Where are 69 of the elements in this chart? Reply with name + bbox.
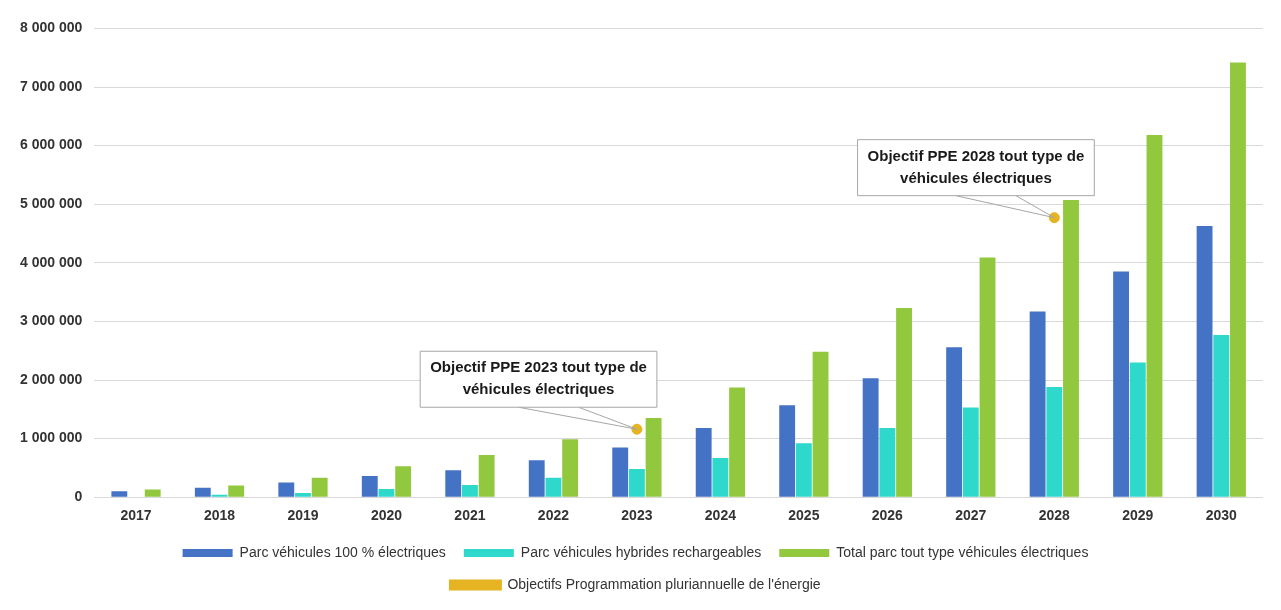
bar	[228, 485, 245, 497]
bar	[1046, 387, 1063, 497]
x-tick-label: 2023	[621, 507, 653, 524]
bar	[1196, 225, 1213, 497]
bar	[395, 466, 412, 497]
bar	[979, 257, 996, 497]
bar	[1230, 62, 1246, 497]
x-tick-label: 2024	[704, 507, 737, 524]
bar	[695, 428, 712, 497]
y-tick-label: 8 000 000	[19, 19, 83, 36]
bar	[361, 476, 378, 497]
legend-label: Parc véhicules 100 % électriques	[239, 543, 446, 560]
bar	[311, 477, 328, 497]
x-tick-label: 2029	[1122, 507, 1154, 524]
x-tick-label: 2020	[370, 507, 403, 524]
y-tick-label: 1 000 000	[19, 429, 83, 446]
bar	[1029, 311, 1046, 497]
bar	[528, 460, 545, 497]
bar	[812, 351, 829, 497]
x-tick-label: 2028	[1038, 507, 1071, 524]
bar	[628, 469, 645, 497]
bar	[645, 418, 662, 497]
bar	[278, 482, 295, 497]
x-tick-label: 2018	[203, 507, 236, 524]
annotation: Objectif PPE 2028 tout type de véhicules électriques	[867, 146, 1085, 186]
bar	[478, 455, 495, 497]
bar	[612, 447, 629, 497]
x-tick-label: 2030	[1205, 507, 1238, 524]
x-tick-label: 2027	[955, 507, 987, 524]
bar	[896, 307, 912, 497]
bar	[712, 457, 729, 497]
x-tick-label: 2021	[454, 507, 486, 524]
legend-label: Parc véhicules hybrides rechargeables	[520, 543, 762, 560]
legend-label: Total parc tout type véhicules électriques	[836, 543, 1089, 560]
bar	[1063, 200, 1079, 497]
bar	[795, 443, 812, 497]
x-tick-label: 2017	[120, 507, 152, 524]
bar	[779, 405, 796, 497]
bar	[194, 487, 211, 497]
y-tick-label: 0	[74, 488, 83, 505]
bar	[545, 477, 562, 497]
x-tick-label: 2025	[788, 507, 820, 524]
bar	[1213, 334, 1230, 497]
bar	[962, 407, 979, 497]
bar	[862, 378, 879, 497]
bar	[144, 489, 161, 497]
bar	[445, 470, 462, 497]
y-tick-label: 3 000 000	[19, 312, 83, 329]
annotation: Objectif PPE 2023 tout type de véhicules électriques	[430, 358, 647, 398]
bar	[1113, 271, 1130, 497]
y-tick-label: 6 000 000	[19, 136, 83, 153]
y-tick-label: 7 000 000	[19, 77, 83, 94]
bar	[879, 428, 896, 497]
y-tick-label: 5 000 000	[19, 195, 83, 212]
bar	[1129, 362, 1146, 497]
y-tick-label: 2 000 000	[19, 370, 83, 387]
x-tick-label: 2019	[287, 507, 319, 524]
bar	[378, 489, 395, 497]
legend-label: Objectifs Programmation pluriannuelle de l'énergie	[507, 575, 821, 592]
bar	[946, 347, 963, 497]
x-tick-label: 2022	[537, 507, 570, 524]
y-tick-label: 4 000 000	[19, 253, 83, 270]
bar	[562, 439, 579, 497]
bar	[462, 484, 478, 497]
bar	[111, 491, 128, 497]
bar	[729, 387, 746, 497]
x-tick-label: 2026	[871, 507, 904, 524]
bar	[1146, 135, 1163, 497]
bar	[295, 493, 311, 497]
